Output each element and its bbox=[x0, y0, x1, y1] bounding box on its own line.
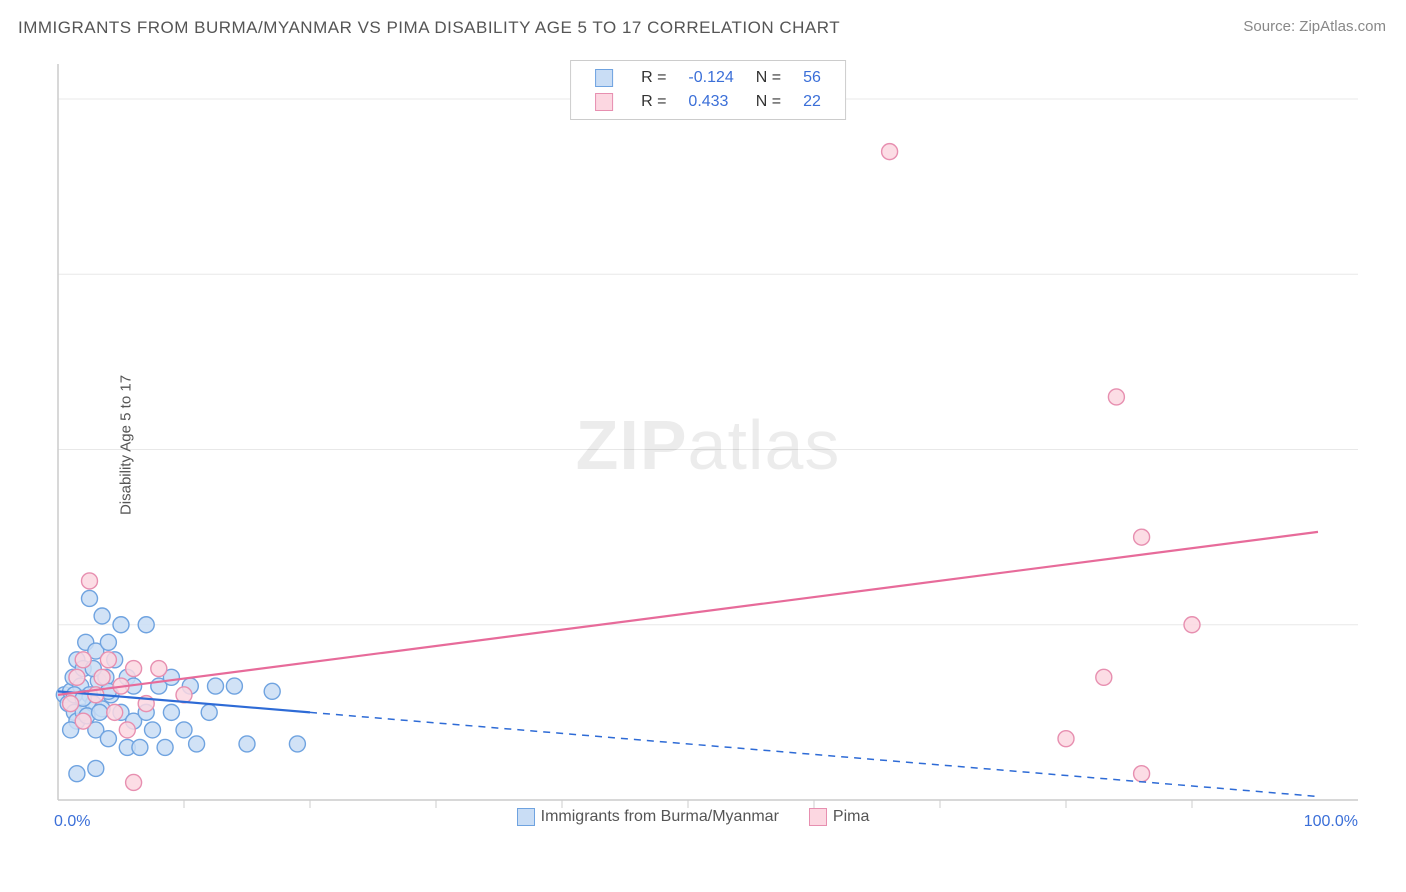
scatter-point-burma bbox=[94, 608, 110, 624]
scatter-point-pima bbox=[1134, 529, 1150, 545]
legend-label-burma: Immigrants from Burma/Myanmar bbox=[541, 808, 779, 825]
scatter-point-pima bbox=[75, 713, 91, 729]
scatter-point-burma bbox=[239, 736, 255, 752]
x-tick-label: 0.0% bbox=[54, 813, 90, 830]
correlation-chart: Disability Age 5 to 17 ZIPatlas 10.0%20.… bbox=[48, 60, 1368, 830]
legend-swatch-burma bbox=[517, 808, 535, 826]
scatter-point-burma bbox=[176, 722, 192, 738]
scatter-point-burma bbox=[88, 760, 104, 776]
scatter-point-pima bbox=[1108, 389, 1124, 405]
y-axis-label: Disability Age 5 to 17 bbox=[118, 375, 135, 515]
legend-swatch-burma bbox=[595, 69, 613, 87]
scatter-point-burma bbox=[100, 731, 116, 747]
scatter-point-burma bbox=[132, 739, 148, 755]
n-label: N = bbox=[746, 67, 791, 89]
scatter-point-pima bbox=[126, 661, 142, 677]
scatter-point-burma bbox=[201, 704, 217, 720]
r-label: R = bbox=[631, 91, 676, 113]
scatter-point-pima bbox=[882, 144, 898, 160]
n-label: N = bbox=[746, 91, 791, 113]
x-tick-label: 100.0% bbox=[1304, 813, 1358, 830]
scatter-point-pima bbox=[126, 774, 142, 790]
scatter-point-burma bbox=[92, 704, 108, 720]
r-label: R = bbox=[631, 67, 676, 89]
scatter-point-burma bbox=[226, 678, 242, 694]
legend-label-pima: Pima bbox=[833, 808, 869, 825]
scatter-point-burma bbox=[113, 617, 129, 633]
n-value-burma: 56 bbox=[793, 67, 831, 89]
scatter-point-pima bbox=[1184, 617, 1200, 633]
scatter-point-burma bbox=[145, 722, 161, 738]
scatter-point-burma bbox=[189, 736, 205, 752]
scatter-point-burma bbox=[82, 590, 98, 606]
scatter-point-burma bbox=[100, 634, 116, 650]
scatter-point-pima bbox=[69, 669, 85, 685]
scatter-point-pima bbox=[75, 652, 91, 668]
scatter-point-pima bbox=[94, 669, 110, 685]
legend-swatch-pima bbox=[595, 93, 613, 111]
trendline-pima bbox=[58, 532, 1318, 695]
scatter-point-burma bbox=[69, 766, 85, 782]
legend-stats-box: R =-0.124N =56R =0.433N =22 bbox=[570, 60, 846, 120]
scatter-point-pima bbox=[100, 652, 116, 668]
r-value-pima: 0.433 bbox=[678, 91, 743, 113]
scatter-point-pima bbox=[119, 722, 135, 738]
scatter-point-burma bbox=[157, 739, 173, 755]
scatter-point-pima bbox=[1134, 766, 1150, 782]
chart-title: IMMIGRANTS FROM BURMA/MYANMAR VS PIMA DI… bbox=[18, 18, 840, 38]
legend-stats-row-burma: R =-0.124N =56 bbox=[585, 67, 831, 89]
scatter-point-pima bbox=[82, 573, 98, 589]
r-value-burma: -0.124 bbox=[678, 67, 743, 89]
legend-bottom: Immigrants from Burma/Myanmar Pima bbox=[358, 808, 1058, 826]
source-attribution: Source: ZipAtlas.com bbox=[1243, 18, 1386, 35]
n-value-pima: 22 bbox=[793, 91, 831, 113]
scatter-point-burma bbox=[163, 704, 179, 720]
trendline-burma-dashed bbox=[310, 712, 1318, 796]
source-link[interactable]: ZipAtlas.com bbox=[1299, 18, 1386, 35]
scatter-point-burma bbox=[208, 678, 224, 694]
scatter-point-burma bbox=[138, 617, 154, 633]
scatter-point-pima bbox=[107, 704, 123, 720]
legend-stats-row-pima: R =0.433N =22 bbox=[585, 91, 831, 113]
scatter-point-pima bbox=[1096, 669, 1112, 685]
legend-swatch-pima bbox=[809, 808, 827, 826]
scatter-plot-svg: 10.0%20.0%30.0%40.0%0.0%100.0%Immigrants… bbox=[48, 60, 1368, 830]
scatter-point-burma bbox=[264, 683, 280, 699]
scatter-point-burma bbox=[289, 736, 305, 752]
scatter-point-pima bbox=[1058, 731, 1074, 747]
source-label: Source: bbox=[1243, 18, 1295, 35]
scatter-point-pima bbox=[151, 661, 167, 677]
scatter-point-pima bbox=[63, 696, 79, 712]
